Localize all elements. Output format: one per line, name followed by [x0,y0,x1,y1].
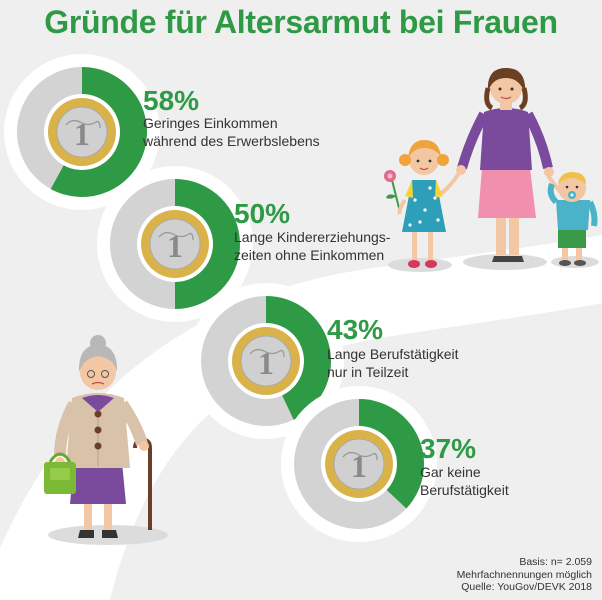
grandmother-illustration [44,335,152,538]
family-illustration [384,68,598,268]
donut-item-1: 1 [4,54,160,210]
description-3: Lange Berufstätigkeit nur in Teilzeit [327,345,517,381]
source-footer: Basis: n= 2.059 Mehrfachnennungen möglic… [457,556,592,594]
description-4: Gar keine Berufstätigkeit [420,463,602,499]
description-1: Geringes Einkommen während des Erwerbsle… [143,114,333,150]
percent-label-1: 58% [143,85,200,116]
description-2-line-2: zeiten ohne Einkommen [234,247,385,263]
euro-coin-icon: 1 [325,430,393,498]
euro-coin-icon: 1 [141,210,209,278]
description-2-line-1: Lange Kindererziehungs- [234,229,391,245]
description-4-line-2: Berufstätigkeit [420,482,509,498]
percent-label-3: 43% [327,314,384,345]
source-note: Quelle: YouGov/DEVK 2018 [461,581,592,593]
description-3-line-2: nur in Teilzeit [327,364,409,380]
multiple-answers-note: Mehrfachnennungen möglich [456,568,592,581]
euro-coin-icon: 1 [48,98,116,166]
donut-item-2: 1 [97,166,253,322]
percent-label-2: 50% [234,198,291,229]
chart-title: Gründe für Altersarmut bei Frauen [44,4,558,40]
description-3-line-1: Lange Berufstätigkeit [327,346,459,362]
description-2: Lange Kindererziehungs- zeiten ohne Eink… [234,228,424,264]
description-1-line-1: Geringes Einkommen [143,115,278,131]
euro-coin-icon: 1 [232,327,300,395]
description-4-line-1: Gar keine [420,464,481,480]
percent-label-4: 37% [420,433,477,464]
basis-note: Basis: n= 2.059 [519,556,592,568]
description-1-line-2: während des Erwerbslebens [143,133,320,149]
donut-item-3: 1 [188,283,344,439]
donut-item-4: 1 [281,386,437,542]
